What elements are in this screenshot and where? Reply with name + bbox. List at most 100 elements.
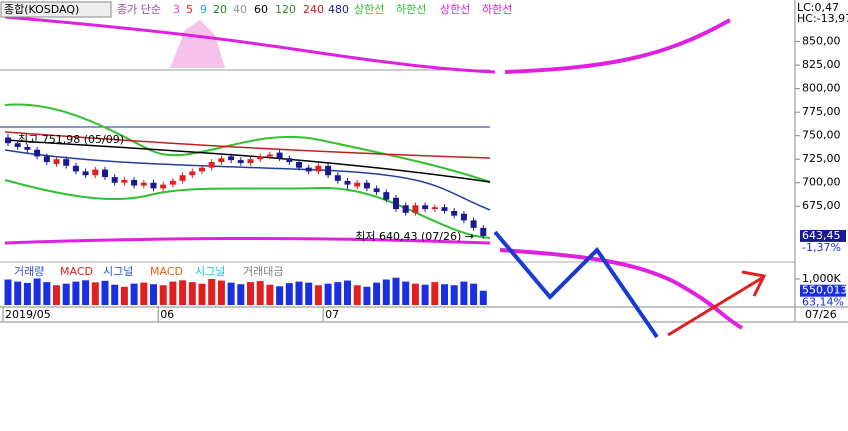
volume-bar — [402, 281, 410, 305]
envelope-lower — [4, 236, 491, 245]
band-upper — [4, 103, 491, 183]
candle-body — [121, 179, 128, 183]
candle-body — [111, 177, 118, 183]
title-box — [0, 1, 112, 18]
status-label: HC:-13,97 — [797, 12, 848, 25]
candle-body — [34, 149, 41, 157]
volume-bar — [373, 282, 381, 305]
volume-bar — [62, 283, 70, 305]
candle-body — [354, 182, 361, 187]
volume-bar — [479, 290, 487, 305]
y-tick-label: 700,00 — [802, 176, 841, 189]
volume-bar — [353, 285, 361, 305]
y-tick-label: 775,00 — [802, 105, 841, 118]
indicator-label: 하한선 — [482, 2, 512, 16]
indicator-label: 480 — [328, 3, 349, 16]
volume-bar — [382, 279, 390, 305]
volume-bar — [23, 282, 31, 305]
volume-bar — [217, 280, 225, 305]
volume-bar — [179, 280, 187, 305]
y-tick-label: 825,00 — [802, 58, 841, 71]
candle-body — [140, 182, 147, 186]
volume-bar — [470, 283, 478, 305]
legend-label: 시그널 — [195, 265, 225, 278]
volume-bar — [450, 285, 458, 305]
candle-body — [383, 192, 390, 200]
volume-bar — [324, 283, 332, 305]
candle-body — [373, 188, 380, 193]
candle-body — [451, 210, 458, 216]
candle-body — [72, 165, 79, 172]
ratio-label: 63,14% — [802, 296, 844, 309]
indicator-label: 종가 단순 — [117, 3, 161, 16]
low-note: 최저 640,43 (07/26) → — [355, 230, 474, 243]
volume-bar — [120, 286, 128, 305]
candle-body — [334, 175, 341, 181]
candle-body — [131, 179, 138, 186]
y-tick-label: 725,00 — [802, 152, 841, 165]
candle-body — [305, 167, 312, 172]
candle-body — [247, 159, 254, 163]
indicator-label: 상한선 — [354, 3, 384, 16]
y-tick-label: 750,00 — [802, 129, 841, 142]
volume-bar — [33, 278, 41, 305]
candle-body — [102, 169, 108, 178]
volume-bar — [314, 285, 322, 305]
volume-bar — [431, 282, 439, 305]
current-label: 550,013 — [802, 284, 848, 297]
candle-body — [325, 165, 332, 176]
candle-body — [179, 175, 186, 181]
candle-body — [286, 158, 293, 163]
x-tick-label: 2019/05 — [5, 308, 51, 321]
indicator-label: 120 — [275, 3, 296, 16]
envelope-upper — [4, 15, 496, 74]
volume-bar — [421, 284, 429, 305]
drawn-arrow — [667, 276, 763, 337]
indicator-label: 5 — [186, 3, 193, 16]
candle-body — [228, 156, 235, 161]
volume-bar — [43, 282, 51, 305]
y-tick-label: 800,00 — [802, 82, 841, 95]
candle-body — [363, 182, 370, 189]
volume-bar — [411, 283, 419, 305]
y-tick-label: 850,00 — [802, 35, 841, 48]
chart-title: 종합(KOSDAQ) — [4, 3, 79, 16]
volume-bar — [53, 285, 60, 305]
volume-bar — [227, 282, 235, 305]
volume-bar — [256, 281, 264, 305]
volume-bar — [460, 281, 468, 305]
candle-body — [257, 156, 264, 160]
candle-body — [276, 152, 283, 159]
candle-body — [315, 165, 322, 172]
volume-bar — [363, 286, 371, 305]
volume-bar — [344, 280, 351, 305]
volume-bar — [72, 281, 80, 305]
price-label: 643,45 — [802, 229, 841, 242]
status-label: LC:0,47 — [797, 1, 839, 14]
drawn-arrowhead — [741, 270, 767, 297]
legend-label: MACD — [60, 265, 93, 278]
indicator-label: 상한선 — [440, 3, 470, 16]
x-tick-label: 07 — [325, 308, 339, 321]
indicator-label: 40 — [233, 3, 247, 16]
volume-bar — [334, 282, 342, 305]
volume-bar — [276, 286, 284, 305]
candle-body — [160, 184, 167, 189]
volume-bar — [150, 284, 157, 305]
candle-body — [393, 197, 399, 210]
indicator-label: 240 — [303, 3, 324, 16]
candle-body — [431, 207, 438, 210]
volume-bar — [111, 284, 119, 305]
indicator-label: 9 — [200, 3, 207, 16]
candle-body — [480, 227, 487, 236]
candle-body — [470, 220, 477, 228]
candle-body — [82, 171, 89, 176]
candle-body — [24, 146, 31, 150]
ma-line — [4, 149, 491, 211]
candle-body — [460, 213, 467, 221]
volume-bar — [266, 284, 274, 305]
last-date: 07/26 — [805, 308, 837, 321]
volume-bar — [208, 279, 216, 305]
y-tick-label: 1,000K — [802, 272, 841, 285]
